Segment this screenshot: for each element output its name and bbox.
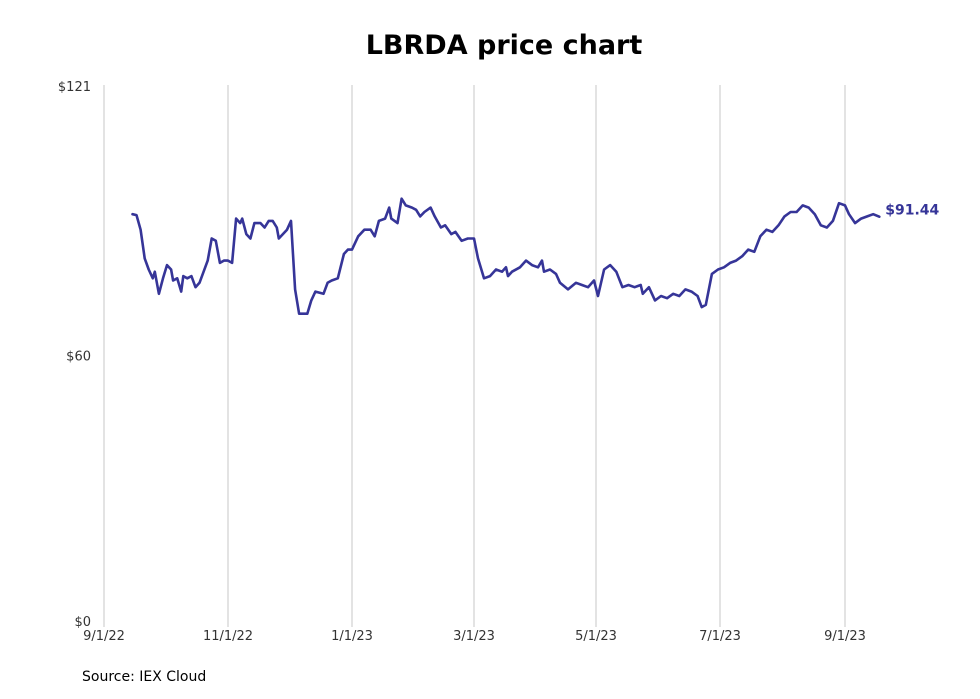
- y-tick-label: $121: [58, 80, 91, 95]
- y-axis-ticks: $0 $60 $121: [58, 80, 91, 630]
- x-axis-ticks: 9/1/22 11/1/22 1/1/23 3/1/23 5/1/23 7/1/23 9/1…: [83, 629, 866, 644]
- price-line: [131, 197, 881, 315]
- chart-title: LBRDA price chart: [365, 30, 643, 61]
- x-tick-label: 7/1/23: [699, 629, 741, 644]
- x-tick-label: 3/1/23: [453, 629, 495, 644]
- x-tick-label: 11/1/22: [203, 629, 253, 644]
- x-tick-label: 5/1/23: [575, 629, 617, 644]
- price-series: [131, 197, 881, 315]
- y-tick-label: $0: [74, 615, 91, 630]
- source-note: Source: IEX Cloud: [82, 669, 207, 685]
- vertical-gridlines: [103, 85, 846, 627]
- last-value-annotation: $91.44: [885, 203, 939, 219]
- x-tick-label: 1/1/23: [331, 629, 373, 644]
- x-tick-label: 9/1/23: [824, 629, 866, 644]
- x-tick-label: 9/1/22: [83, 629, 125, 644]
- y-tick-label: $60: [66, 350, 91, 365]
- last-price-label: $91.44: [885, 203, 939, 219]
